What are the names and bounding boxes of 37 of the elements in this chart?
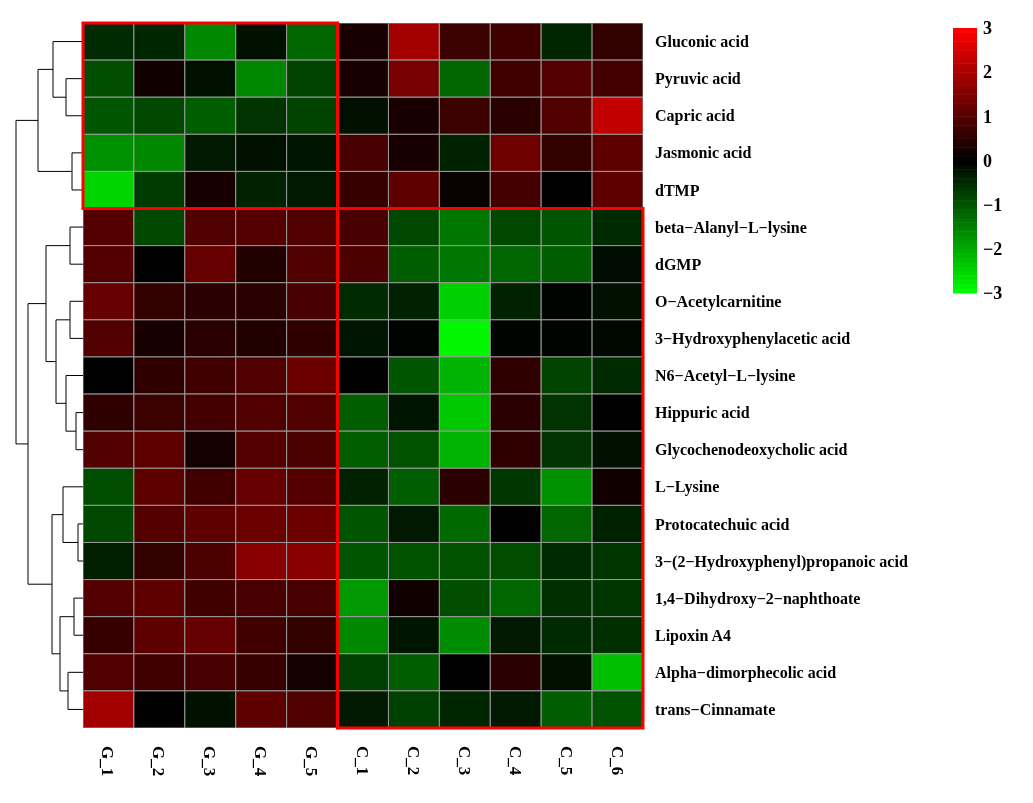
y-tick-label: N6−Acetyl−L−lysine [655, 367, 796, 386]
y-tick-label: Pyruvic acid [655, 70, 741, 89]
x-tick-label: G_1 [98, 746, 118, 777]
y-tick-label: dGMP [655, 255, 702, 273]
x-tick-label: G_4 [251, 746, 271, 777]
y-tick-label: dTMP [655, 181, 700, 199]
color-bar-label: −2 [983, 239, 1003, 260]
x-tick-label: C_6 [607, 746, 627, 776]
y-tick-label: 1,4−Dihydroxy−2−naphthoate [655, 589, 861, 608]
color-bar-label: −1 [983, 194, 1003, 215]
y-tick-label: Gluconic acid [655, 33, 749, 51]
x-tick-label: G_3 [200, 746, 220, 777]
y-tick-label: 3−(2−Hydroxyphenyl)propanoic acid [655, 552, 908, 571]
y-tick-label: L−Lysine [655, 478, 720, 497]
color-bar-label: 3 [983, 18, 992, 39]
y-tick-label: Capric acid [655, 107, 735, 126]
y-tick-label: beta−Alanyl−L−lysine [655, 218, 807, 237]
x-tick-label: C_3 [454, 746, 474, 776]
x-tick-label: G_5 [302, 746, 322, 777]
color-bar-label: 1 [983, 106, 992, 127]
y-tick-label: trans−Cinnamate [655, 701, 776, 719]
y-tick-label: Alpha−dimorphecolic acid [655, 663, 837, 682]
x-tick-label: C_5 [556, 746, 576, 776]
y-tick-label: O−Acetylcarnitine [655, 292, 782, 311]
color-bar-label: −3 [983, 283, 1003, 304]
y-tick-label: Protocatechuic acid [655, 515, 790, 533]
y-tick-label: Hippuric acid [655, 404, 750, 423]
color-bar-label: 0 [983, 150, 992, 171]
x-tick-label: C_4 [505, 746, 525, 776]
y-tick-label: Glycochenodeoxycholic acid [655, 441, 848, 460]
y-tick-label: Lipoxin A4 [655, 626, 732, 645]
y-tick-label: Jasmonic acid [655, 144, 752, 162]
x-tick-label: C_1 [353, 746, 372, 776]
x-tick-label: G_2 [149, 746, 169, 777]
x-tick-label: C_2 [403, 746, 423, 776]
color-bar-label: 2 [983, 62, 992, 83]
y-tick-label: 3−Hydroxyphenylacetic acid [655, 329, 851, 348]
